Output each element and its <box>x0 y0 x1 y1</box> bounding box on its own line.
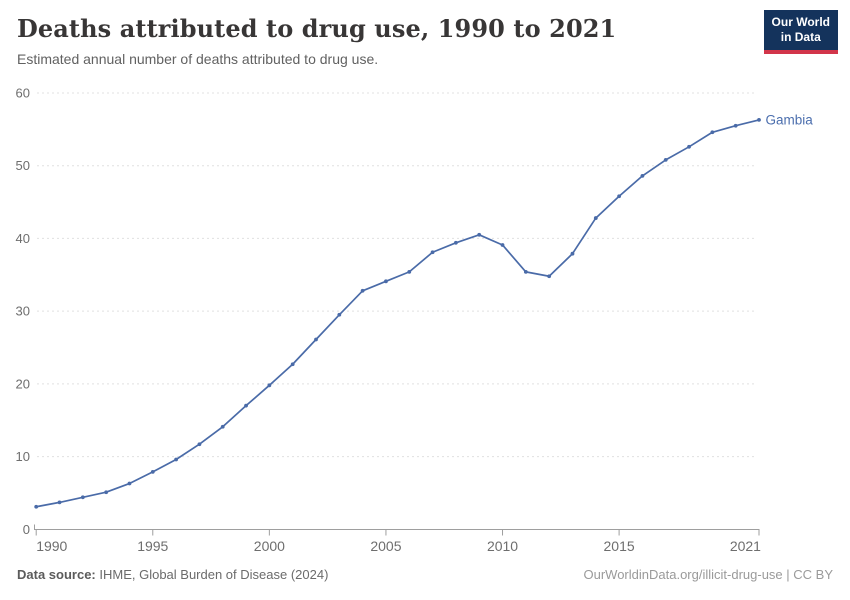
page-subtitle: Estimated annual number of deaths attrib… <box>17 51 379 67</box>
y-axis-labels: 0 10 20 30 40 50 60 <box>16 85 30 536</box>
data-point-2016 <box>640 173 645 178</box>
data-point-2010 <box>500 243 505 247</box>
x-tick-label-2010: 2010 <box>487 538 518 554</box>
data-point-2014 <box>593 216 598 220</box>
data-point-2013 <box>570 251 575 256</box>
owid-logo-line1: Our World <box>771 15 830 29</box>
y-tick-label-20: 20 <box>16 376 30 391</box>
data-source: Data source: IHME, Global Burden of Dise… <box>17 567 328 582</box>
data-point-markers <box>34 118 761 509</box>
series-label-gambia: Gambia <box>765 112 813 127</box>
owid-logo[interactable]: Our World in Data <box>763 10 838 54</box>
y-tick-label-60: 60 <box>16 85 30 100</box>
data-point-2017 <box>663 157 668 162</box>
data-point-2009 <box>477 232 482 237</box>
chart-footer: Data source: IHME, Global Burden of Dise… <box>17 567 833 582</box>
data-point-2018 <box>687 144 691 149</box>
data-point-2007 <box>430 250 435 255</box>
data-point-2012 <box>547 274 552 279</box>
data-point-1991 <box>57 500 62 505</box>
page-title: Deaths attributed to drug use, 1990 to 2… <box>17 14 617 43</box>
data-point-2001 <box>290 362 295 367</box>
data-point-1992 <box>80 495 85 500</box>
data-point-2019 <box>710 130 715 135</box>
data-point-1997 <box>197 442 202 447</box>
data-point-2021 <box>757 118 761 122</box>
x-tick-label-1990: 1990 <box>36 538 67 554</box>
data-point-2020 <box>733 123 738 128</box>
x-tick-label-1995: 1995 <box>137 538 168 554</box>
data-point-1998 <box>220 424 225 429</box>
x-tick-label-2000: 2000 <box>254 538 285 554</box>
gridlines <box>37 92 757 458</box>
data-point-2000 <box>267 383 272 388</box>
data-point-1999 <box>244 403 248 408</box>
data-point-2002 <box>314 337 318 342</box>
owid-logo-line2: in Data <box>780 30 821 44</box>
data-point-2005 <box>384 279 388 284</box>
data-point-2011 <box>523 269 528 274</box>
data-point-1995 <box>150 469 155 474</box>
data-point-1993 <box>104 490 109 495</box>
data-point-1990 <box>34 504 39 509</box>
y-tick-label-50: 50 <box>16 158 30 173</box>
data-point-1994 <box>127 481 132 486</box>
data-point-2004 <box>360 288 365 293</box>
owid-citation-link[interactable]: OurWorldinData.org/illicit-drug-use | CC… <box>583 567 834 582</box>
data-point-2006 <box>407 269 412 274</box>
y-tick-label-0: 0 <box>23 522 30 537</box>
data-source-label: Data source: <box>17 567 96 582</box>
x-axis: 1990 1995 2000 2005 2010 2015 2021 <box>34 524 761 554</box>
y-tick-label-10: 10 <box>16 449 30 464</box>
data-point-2008 <box>453 240 458 245</box>
data-point-2015 <box>617 194 621 199</box>
data-source-text: IHME, Global Burden of Disease (2024) <box>95 567 329 582</box>
y-tick-label-40: 40 <box>16 231 30 246</box>
data-point-1996 <box>174 457 178 462</box>
data-point-2003 <box>337 312 342 317</box>
x-tick-label-2005: 2005 <box>370 538 401 554</box>
line-series-gambia <box>35 119 760 508</box>
x-tick-label-2021: 2021 <box>730 538 761 554</box>
x-tick-label-2015: 2015 <box>604 538 635 554</box>
y-tick-label-30: 30 <box>16 304 30 319</box>
